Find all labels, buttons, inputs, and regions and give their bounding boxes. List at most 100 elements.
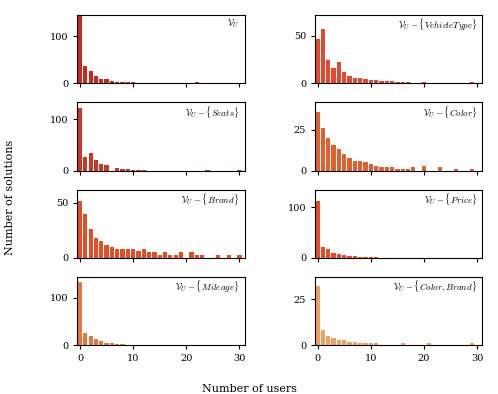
Bar [358,257,363,258]
Bar [136,169,140,171]
Bar [136,251,140,258]
Bar [374,257,378,258]
Bar [316,286,320,345]
Bar [131,249,135,258]
Bar [422,82,426,83]
Bar [99,164,104,171]
Text: Number of users: Number of users [202,384,296,394]
Bar [332,145,336,171]
Bar [89,229,93,258]
Bar [152,253,156,258]
Text: Number of solutions: Number of solutions [5,139,15,255]
Bar [353,161,357,171]
Bar [115,249,120,258]
Bar [121,82,124,83]
Bar [406,82,410,83]
Bar [125,169,130,171]
Bar [348,342,352,345]
Bar [89,152,93,171]
Bar [179,253,183,258]
Bar [94,76,98,83]
Bar [227,255,231,258]
Bar [163,253,167,258]
Bar [238,255,242,258]
Bar [121,169,124,171]
Bar [337,340,341,345]
Bar [353,256,357,258]
Bar [94,340,98,345]
Bar [125,249,130,258]
Bar [131,82,135,83]
Bar [348,76,352,83]
Bar [141,249,146,258]
Text: $\mathcal{V}_U - \{Color, Brand\}$: $\mathcal{V}_U - \{Color, Brand\}$ [393,279,478,295]
Bar [78,108,82,171]
Bar [342,340,347,345]
Bar [316,112,320,171]
Bar [364,343,368,345]
Bar [379,167,383,171]
Bar [321,331,325,345]
Bar [326,249,331,258]
Bar [94,160,98,171]
Bar [321,247,325,258]
Bar [125,82,130,83]
Bar [400,343,405,345]
Bar [332,68,336,83]
Bar [369,343,373,345]
Bar [422,166,426,171]
Bar [470,169,474,171]
Bar [470,82,474,83]
Bar [195,255,199,258]
Bar [83,66,88,83]
Bar [358,78,363,83]
Bar [89,71,93,83]
Bar [364,162,368,171]
Bar [147,253,151,258]
Bar [99,341,104,345]
Bar [115,82,120,83]
Bar [157,255,162,258]
Bar [379,81,383,83]
Bar [374,80,378,83]
Bar [395,169,399,171]
Bar [131,169,135,171]
Bar [200,255,204,258]
Bar [321,128,325,171]
Bar [390,167,394,171]
Bar [337,62,341,83]
Bar [454,169,458,171]
Bar [316,201,320,258]
Bar [348,256,352,258]
Bar [94,238,98,258]
Text: $\mathcal{V}_U - \{Price\}$: $\mathcal{V}_U - \{Price\}$ [424,192,478,208]
Bar [121,249,124,258]
Bar [358,343,363,345]
Bar [390,81,394,83]
Bar [369,164,373,171]
Bar [395,82,399,83]
Bar [374,166,378,171]
Text: $\mathcal{V}_U - \{Mileage\}$: $\mathcal{V}_U - \{Mileage\}$ [175,279,240,295]
Bar [342,255,347,258]
Bar [470,343,474,345]
Text: $\mathcal{V}_U$: $\mathcal{V}_U$ [227,17,240,30]
Bar [115,344,120,345]
Bar [358,161,363,171]
Bar [115,168,120,171]
Text: $\mathcal{V}_U - \{VehicleType\}$: $\mathcal{V}_U - \{VehicleType\}$ [398,17,478,33]
Bar [105,165,109,171]
Bar [110,343,114,345]
Bar [364,80,368,83]
Bar [326,59,331,83]
Bar [348,158,352,171]
Bar [400,169,405,171]
Bar [173,255,178,258]
Bar [238,169,242,171]
Bar [78,201,82,258]
Bar [141,170,146,171]
Bar [216,255,220,258]
Bar [337,254,341,258]
Bar [332,253,336,258]
Bar [110,247,114,258]
